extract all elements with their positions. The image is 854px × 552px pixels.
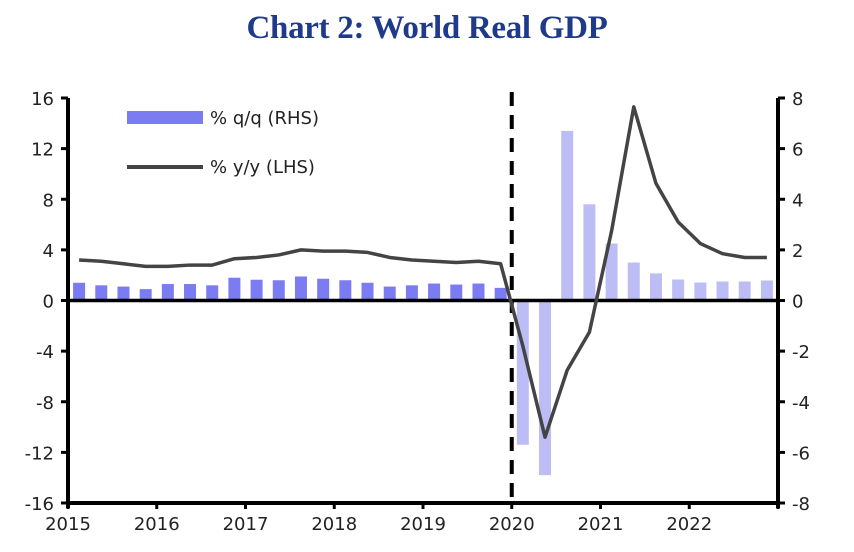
bar — [250, 279, 263, 301]
chart-title: Chart 2: World Real GDP — [246, 10, 608, 46]
bar — [694, 282, 707, 301]
x-tick-label: 2021 — [578, 514, 624, 535]
yy-growth-line — [78, 105, 767, 439]
bar — [405, 285, 418, 301]
bar — [161, 284, 174, 301]
axes: 16 12 8 4 0 -4 -8 -12 -16 8 6 4 2 0 -2 -4 -6 -8 2015 2016 20… — [25, 89, 810, 535]
bar — [561, 130, 574, 301]
x-tick-label: 2015 — [45, 514, 91, 535]
bar — [583, 204, 596, 301]
bar — [228, 277, 241, 301]
bar — [317, 278, 330, 301]
right-tick-label: 8 — [792, 89, 803, 110]
bar — [605, 243, 618, 301]
right-tick-label: 6 — [792, 140, 803, 161]
left-tick-label: 8 — [43, 190, 54, 211]
bar — [95, 285, 108, 301]
legend-label-yy: % y/y (LHS) — [210, 157, 315, 178]
bar — [139, 289, 152, 301]
bar — [272, 280, 285, 301]
bar — [649, 273, 662, 301]
x-tick-label: 2020 — [489, 514, 535, 535]
x-tick-label: 2018 — [311, 514, 357, 535]
right-tick-label: -8 — [792, 494, 810, 515]
right-tick-label: 0 — [792, 292, 803, 313]
bar — [73, 282, 86, 301]
legend-swatch-qq — [127, 111, 203, 124]
bar — [450, 284, 463, 301]
legend: % q/q (RHS) % y/y (LHS) — [127, 108, 319, 178]
bar — [383, 286, 396, 301]
bar — [672, 279, 685, 301]
x-tick-label: 2017 — [223, 514, 269, 535]
left-tick-label: -16 — [25, 494, 54, 515]
bar — [206, 285, 219, 301]
x-tick-label: 2022 — [666, 514, 712, 535]
line-series — [78, 105, 767, 439]
left-tick-label: 0 — [43, 292, 54, 313]
bar — [760, 280, 773, 301]
bar — [494, 287, 507, 301]
bar — [117, 286, 130, 301]
right-tick-label: 4 — [792, 190, 803, 211]
bar — [516, 300, 529, 445]
legend-label-qq: % q/q (RHS) — [210, 108, 319, 129]
bar — [627, 262, 640, 301]
bar — [184, 284, 197, 301]
left-tick-label: -4 — [36, 342, 54, 363]
bar — [472, 283, 485, 301]
bar — [294, 276, 307, 301]
right-tick-label: -2 — [792, 342, 810, 363]
bar-series — [73, 130, 773, 476]
left-tick-label: -12 — [25, 443, 54, 464]
bar — [428, 283, 441, 301]
x-tick-label: 2019 — [400, 514, 446, 535]
right-tick-label: -4 — [792, 393, 810, 414]
right-tick-label: 2 — [792, 241, 803, 262]
left-tick-label: 4 — [43, 241, 54, 262]
bar — [716, 281, 729, 301]
left-tick-label: 12 — [31, 140, 54, 161]
bar — [361, 282, 374, 301]
bar — [738, 281, 751, 301]
left-tick-label: -8 — [36, 393, 54, 414]
bar — [339, 280, 352, 301]
right-tick-label: -6 — [792, 443, 810, 464]
left-tick-label: 16 — [31, 89, 54, 110]
x-tick-label: 2016 — [134, 514, 180, 535]
bar — [539, 300, 552, 476]
